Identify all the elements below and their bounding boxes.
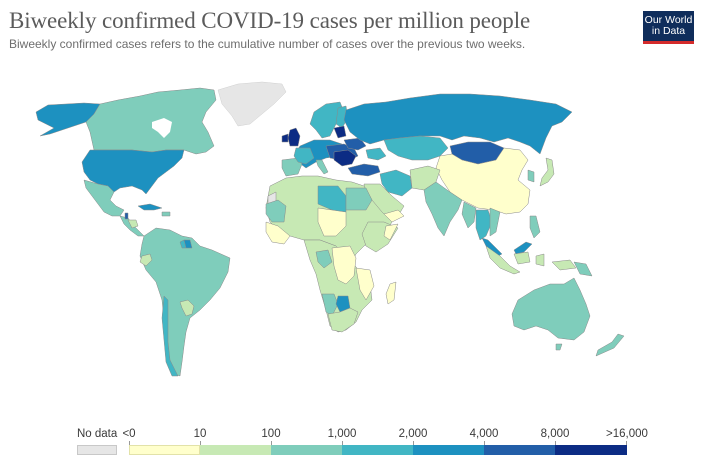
region-philippines[interactable] [529,215,541,239]
region-south-africa[interactable] [327,307,359,333]
region-hudson-bay [152,118,172,138]
region-turkey[interactable] [347,163,381,177]
region-united-states[interactable] [81,149,185,195]
region-uk[interactable] [287,127,301,147]
legend-bin-100-1000[interactable] [271,445,342,455]
region-poland[interactable] [333,125,347,139]
legend-label-100: 100 [261,428,281,440]
region-indonesia[interactable] [485,245,577,275]
region-guyana[interactable] [179,239,187,249]
legend-label-1000: 1,000 [327,428,357,440]
region-france[interactable] [293,147,315,165]
legend-bin-2000-4000[interactable] [413,445,484,455]
region-canada[interactable] [85,87,217,155]
region-egypt[interactable] [345,187,373,211]
region-italy[interactable] [315,159,329,175]
region-honduras[interactable] [127,219,139,229]
region-sahel-yellow[interactable] [317,207,347,237]
legend-tick [200,441,201,445]
legend-bin-1000-2000[interactable] [342,445,413,455]
region-ireland[interactable] [281,133,289,143]
region-paraguay[interactable] [179,299,195,317]
legend-tick [342,441,343,445]
region-papua-new-guinea[interactable] [573,261,593,277]
region-malaysia-peninsula[interactable] [481,237,503,257]
region-mexico[interactable] [83,179,125,217]
legend-no-data-swatch[interactable] [77,445,117,455]
region-thailand[interactable] [475,209,493,241]
region-greenland[interactable] [217,81,287,127]
chart-subtitle: Biweekly confirmed cases refers to the c… [9,37,526,51]
region-east-africa-yellow[interactable] [355,267,375,301]
legend-label-8000: 8,000 [540,428,570,440]
region-caucasus[interactable] [365,147,387,161]
legend-no-data-label: No data [77,428,118,440]
region-india[interactable] [423,181,463,237]
region-ecuador[interactable] [139,253,153,267]
world-map [35,81,625,377]
region-west-africa-yellow[interactable] [265,221,291,245]
region-malaysia-borneo[interactable] [513,241,533,255]
logo-line-2: in Data [651,25,686,37]
region-russia[interactable] [343,93,573,155]
legend-tick [413,441,414,445]
region-somalia[interactable] [383,223,399,241]
legend-tick [129,441,130,445]
region-iran[interactable] [379,169,413,197]
region-hispaniola[interactable] [161,211,171,217]
region-alaska[interactable] [35,102,101,137]
region-scandinavia[interactable] [309,101,345,139]
legend-bin-10-100[interactable] [200,445,271,455]
legend-tick [271,441,272,445]
region-gabon-congo[interactable] [315,249,333,269]
legend-bin-4000-8000[interactable] [484,445,555,455]
legend-label-10: 10 [193,428,207,440]
legend-tick [626,441,627,445]
legend-tick [484,441,485,445]
region-new-zealand[interactable] [595,333,625,357]
region-ukraine[interactable] [343,137,367,151]
legend-label-4000: 4,000 [469,428,499,440]
legend-label-2000: 2,000 [398,428,428,440]
region-drc[interactable] [331,245,357,285]
color-legend: No data <0 10 100 1,000 2,000 4,000 8,00… [0,428,702,459]
region-mauritania[interactable] [265,199,287,223]
region-kazakhstan[interactable] [383,135,449,161]
region-belize[interactable] [124,212,129,220]
legend-bin-8000-16000[interactable] [555,445,627,455]
region-chile[interactable] [161,295,179,377]
region-cuba[interactable] [137,203,163,211]
region-balkans[interactable] [333,149,357,167]
region-korea[interactable] [527,169,535,183]
legend-tick [555,441,556,445]
legend-bin-lt0-10[interactable] [129,445,200,455]
region-australia[interactable] [511,277,591,341]
chart-title: Biweekly confirmed COVID-19 cases per mi… [9,8,531,33]
region-japan[interactable] [539,157,555,187]
region-madagascar[interactable] [385,281,397,305]
legend-label-lt0: <0 [122,428,136,440]
region-namibia[interactable] [321,293,339,317]
legend-label-gt16000: >16,000 [606,428,648,440]
region-tasmania[interactable] [555,343,563,351]
region-myanmar[interactable] [461,201,477,229]
logo-line-1: Our World [644,14,693,26]
region-vietnam[interactable] [489,207,501,237]
owid-logo[interactable]: Our World in Data [643,11,694,44]
